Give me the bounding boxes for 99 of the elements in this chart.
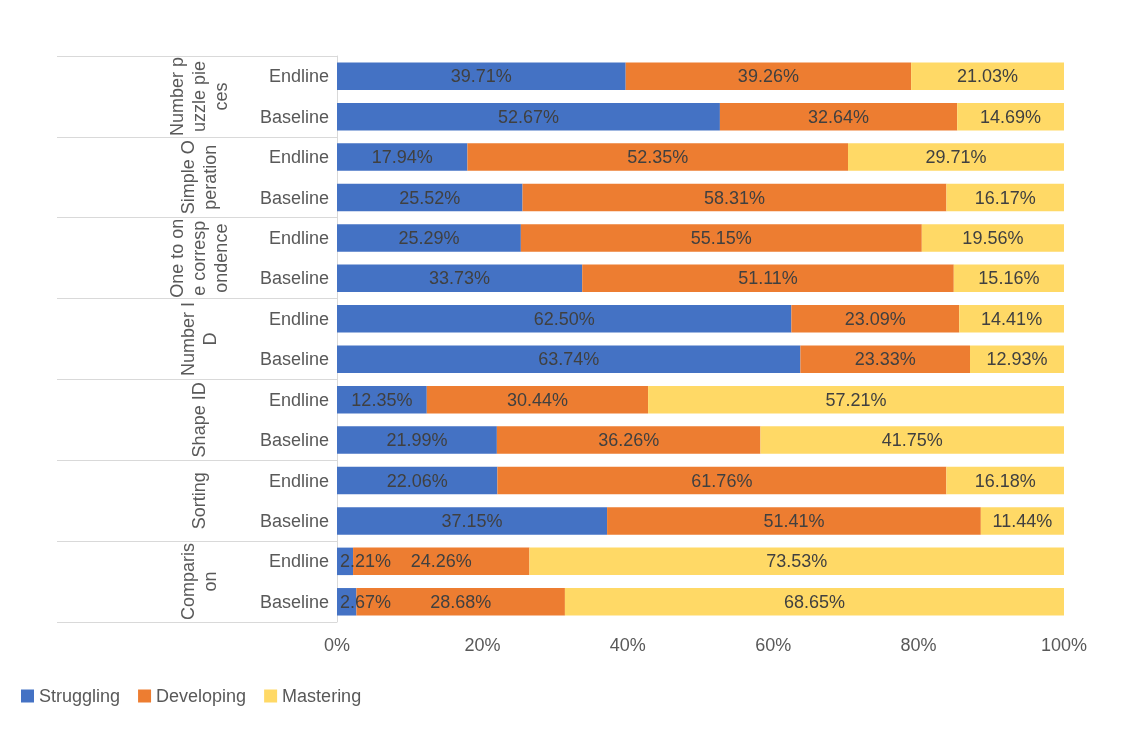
data-label: 33.73% <box>429 268 491 289</box>
x-tick-label: 40% <box>609 635 646 655</box>
y-tick-label: Baseline <box>259 268 329 289</box>
data-label: 23.33% <box>854 349 916 370</box>
bar <box>337 507 608 535</box>
bar <box>337 183 523 212</box>
data-label: 39.71% <box>450 66 512 87</box>
bar <box>497 466 947 495</box>
y-tick-label: Baseline <box>259 106 329 127</box>
bar <box>337 345 801 373</box>
data-label: 12.93% <box>986 349 1048 370</box>
x-tick-label: 20% <box>464 635 501 655</box>
data-label: 28.68% <box>430 591 492 612</box>
data-label: 52.35% <box>627 147 689 168</box>
data-label: 22.06% <box>386 470 448 491</box>
data-label: 17.94% <box>371 147 433 168</box>
legend-label: Mastering <box>282 686 362 706</box>
bar <box>800 345 970 373</box>
bar <box>911 62 1064 90</box>
data-label: 15.16% <box>978 268 1040 289</box>
data-label: 39.26% <box>737 66 799 87</box>
data-label: 25.29% <box>398 227 460 248</box>
data-label: 62.50% <box>533 308 595 329</box>
y-tick-label: Endline <box>268 308 329 329</box>
data-label: 30.44% <box>506 389 568 410</box>
y-tick-label: Endline <box>268 389 329 410</box>
data-label: 25.52% <box>399 187 461 208</box>
data-label: 16.17% <box>974 187 1036 208</box>
bar <box>522 183 947 212</box>
data-label: 73.53% <box>766 551 828 572</box>
bar <box>848 143 1064 171</box>
bar <box>648 385 1064 414</box>
bar <box>719 102 958 131</box>
bar <box>520 224 922 252</box>
bar <box>337 426 497 454</box>
data-label: 12.35% <box>351 389 413 410</box>
y-tick-label: Baseline <box>259 510 329 531</box>
data-label: 37.15% <box>441 510 503 531</box>
data-label: 61.76% <box>691 470 753 491</box>
y-tick-label: Endline <box>268 470 329 491</box>
bar <box>337 102 720 131</box>
bar <box>625 62 912 90</box>
legend-label: Struggling <box>39 686 121 706</box>
bar <box>337 62 626 90</box>
data-label: 24.26% <box>410 551 472 572</box>
text: Simple Operation <box>178 140 220 215</box>
data-label: 11.44% <box>992 510 1053 531</box>
text: Number ID <box>178 301 220 377</box>
y-tick-label: Baseline <box>259 591 329 612</box>
data-label: 51.11% <box>738 268 798 289</box>
bar <box>921 224 1064 252</box>
data-label: 55.15% <box>690 227 752 248</box>
y-tick-label: Endline <box>268 227 329 248</box>
y-tick-label: Baseline <box>259 187 329 208</box>
y-tick-label: Endline <box>268 551 329 572</box>
bar <box>337 224 521 252</box>
data-label: 58.31% <box>703 187 766 208</box>
bar <box>607 507 981 535</box>
data-label: 32.64% <box>808 106 870 127</box>
y-tick-label: Baseline <box>259 430 329 451</box>
data-label: 21.99% <box>386 430 448 451</box>
x-tick-label: 0% <box>323 635 351 655</box>
data-label: 57.21% <box>825 389 887 410</box>
text: Sorting <box>189 472 209 530</box>
bar <box>337 143 468 171</box>
data-label: 41.75% <box>881 430 943 451</box>
data-label: 68.65% <box>783 591 845 612</box>
x-tick-label: 60% <box>755 635 792 655</box>
y-tick-label: Endline <box>268 66 329 87</box>
y-tick-label: Endline <box>268 147 329 168</box>
data-label: 16.18% <box>974 470 1036 491</box>
bar <box>582 264 954 293</box>
data-label: 36.26% <box>598 430 660 451</box>
data-label: 19.56% <box>962 227 1024 248</box>
data-label: 14.69% <box>980 106 1042 127</box>
data-label: 51.41% <box>763 510 825 531</box>
x-tick-label: 80% <box>900 635 937 655</box>
bar <box>496 426 761 454</box>
data-label: 14.41% <box>981 308 1043 329</box>
y-tick-label: Baseline <box>259 349 329 370</box>
data-label: 52.67% <box>497 106 559 127</box>
bar <box>564 588 1064 616</box>
data-label: 29.71% <box>925 147 987 168</box>
bar <box>426 385 649 414</box>
text: Comparison <box>178 543 220 621</box>
data-label: 21.03% <box>957 66 1019 87</box>
data-label: 63.74% <box>538 349 600 370</box>
data-label: 23.09% <box>844 308 906 329</box>
legend-label: Developing <box>156 686 247 706</box>
text: Shape ID <box>189 382 209 458</box>
bar <box>337 264 583 293</box>
x-tick-label: 100% <box>1040 635 1088 655</box>
text: One to one correspondence <box>167 218 231 298</box>
bar <box>791 305 960 333</box>
bar <box>760 426 1064 454</box>
bar <box>467 143 849 171</box>
text: Number puzzle pieces <box>167 56 231 136</box>
bar <box>529 547 1064 576</box>
bar <box>337 305 792 333</box>
